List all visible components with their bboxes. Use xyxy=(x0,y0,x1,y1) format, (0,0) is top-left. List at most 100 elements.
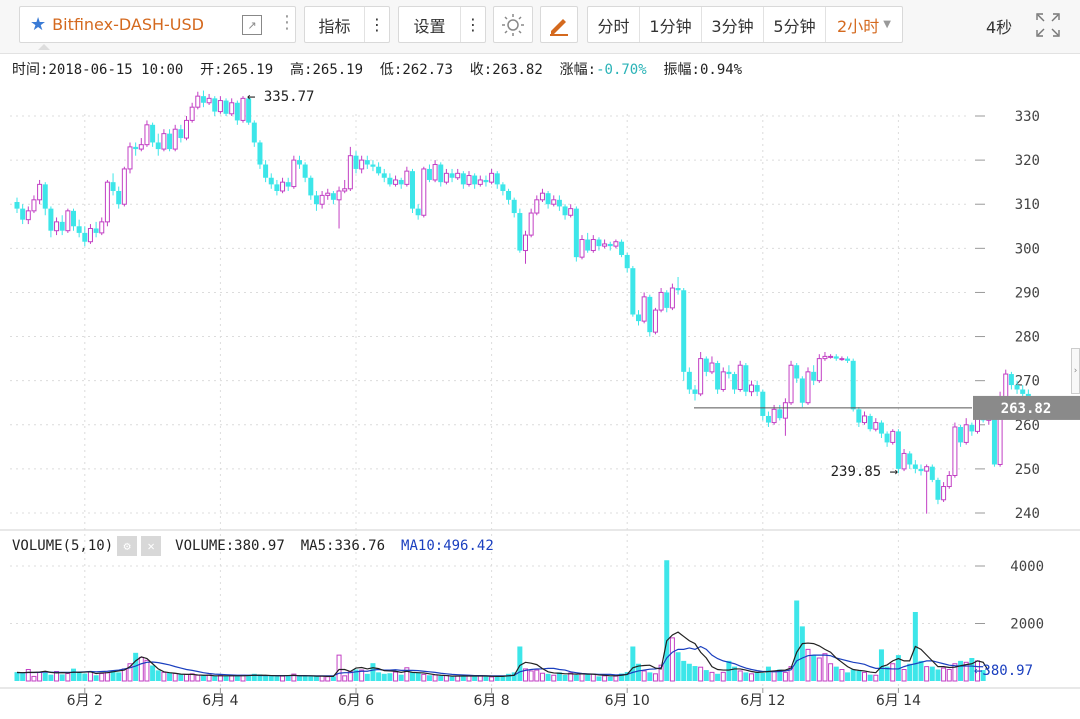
volume-bar-up xyxy=(579,673,585,682)
volume-bar-down xyxy=(483,676,489,681)
candle-body-up xyxy=(280,181,286,192)
volume-bar-down xyxy=(438,675,444,681)
draw-tool-button[interactable] xyxy=(540,6,578,43)
time-tick-label: 6月 8 xyxy=(473,693,509,709)
volume-bar-up xyxy=(822,653,828,682)
candle-body-up xyxy=(551,199,557,205)
period-tabs: 分时 1分钟 3分钟 5分钟 2小时 ▼ xyxy=(587,6,903,43)
volume-bar-up xyxy=(534,669,540,682)
candle-body-up xyxy=(229,102,235,115)
volume-bar-down xyxy=(765,666,771,681)
volume-bar-up xyxy=(393,671,399,682)
candle-body-up xyxy=(952,426,958,477)
candle-body-down xyxy=(155,142,161,150)
candle-body-down xyxy=(726,371,732,375)
theme-toggle-button[interactable] xyxy=(493,6,533,43)
candle-body-down xyxy=(912,464,918,469)
candle-body-down xyxy=(398,179,404,185)
candle-body-down xyxy=(743,365,749,392)
candle-body-down xyxy=(330,193,336,200)
expand-panel-handle[interactable]: › xyxy=(1071,348,1080,394)
candle-body-down xyxy=(48,208,54,231)
volume-bar-down xyxy=(82,673,88,681)
volume-bar-down xyxy=(313,676,319,681)
amplitude-value: 0.94% xyxy=(699,62,743,78)
candle-body-up xyxy=(782,402,788,419)
candle-body-down xyxy=(71,210,76,227)
last-price-tag xyxy=(973,395,1080,420)
volume-bar-up xyxy=(291,673,297,682)
candle-body-up xyxy=(466,175,472,185)
volume-bar-down xyxy=(387,673,393,681)
volume-bar-up xyxy=(613,675,619,682)
toolbar: ★ Bitfinex-DASH-USD ↗ ⋮ 指标 ⋮ 设置 ⋮ 分时 1 xyxy=(0,0,1080,54)
candle-body-down xyxy=(42,184,48,209)
candle-body-down xyxy=(308,177,314,196)
candle-body-down xyxy=(703,358,709,372)
candle-body-up xyxy=(184,119,189,139)
volume-bar-down xyxy=(297,676,302,681)
more-vertical-icon[interactable]: ⋮ xyxy=(278,12,296,33)
candle-body-up xyxy=(443,172,449,183)
indicators-more-icon[interactable]: ⋮ xyxy=(369,15,385,34)
candle-body-down xyxy=(715,363,721,390)
candle-body-down xyxy=(274,184,280,191)
gear-icon[interactable]: ⚙ xyxy=(117,536,138,556)
candle-body-down xyxy=(376,166,382,174)
candle-body-down xyxy=(845,358,851,361)
dropdown-caret-icon xyxy=(38,44,50,50)
indicators-button[interactable]: 指标 xyxy=(305,7,365,42)
ohlc-info-bar: 时间:2018-06-15 10:00 开:265.19 高:265.19 低:… xyxy=(12,59,742,79)
volume-bar-up xyxy=(99,673,105,682)
star-icon[interactable]: ★ xyxy=(30,14,47,35)
candle-body-down xyxy=(884,433,890,443)
candle-body-down xyxy=(20,208,26,220)
settings-more-icon[interactable]: ⋮ xyxy=(465,15,481,34)
volume-bar-up xyxy=(229,675,235,682)
tab-period-2[interactable]: 3分钟 xyxy=(702,7,764,42)
volume-bar-down xyxy=(517,646,523,681)
chart-area[interactable]: 240 250 260 270 280 290 300 310 320 330 2000 4000 6月… xyxy=(0,54,1080,719)
candle-body-up xyxy=(946,475,952,488)
volume-bar-down xyxy=(647,672,653,681)
candle-body-up xyxy=(319,194,325,205)
volume-bar-up xyxy=(325,676,331,682)
volume-bar-up xyxy=(528,670,534,682)
external-link-icon[interactable]: ↗ xyxy=(242,15,262,35)
candle-body-up xyxy=(138,144,144,150)
candle-body-down xyxy=(76,226,82,233)
tab-period-1[interactable]: 1分钟 xyxy=(640,7,702,42)
volume-bar-up xyxy=(489,676,495,682)
fullscreen-button[interactable] xyxy=(1030,9,1066,41)
candle-body-down xyxy=(596,239,602,247)
volume-bar-up xyxy=(590,673,596,682)
volume-bar-up xyxy=(104,672,110,682)
candle-body-down xyxy=(483,179,489,183)
time-label: 时间: xyxy=(12,62,49,78)
tab-period-active[interactable]: 2小时 ▼ xyxy=(826,7,902,42)
candle-body-up xyxy=(25,210,31,221)
tab-period-3[interactable]: 5分钟 xyxy=(764,7,826,42)
candle-body-down xyxy=(991,415,997,465)
candle-body-down xyxy=(681,290,687,372)
candle-body-up xyxy=(217,100,223,113)
volume-bar-up xyxy=(336,654,342,682)
close-icon[interactable]: ✕ xyxy=(141,536,162,556)
volume-bar-down xyxy=(167,672,173,681)
volume-bar-down xyxy=(918,660,924,681)
candle-body-down xyxy=(500,184,506,191)
candle-body-down xyxy=(562,206,568,216)
volume-bar-up xyxy=(946,669,952,682)
candle-body-up xyxy=(534,199,540,214)
volume-bar-down xyxy=(743,672,749,681)
candle-body-up xyxy=(65,210,71,232)
tab-period-0[interactable]: 分时 xyxy=(588,7,640,42)
volume-bar-up xyxy=(87,671,93,682)
candle-body-down xyxy=(381,173,387,178)
settings-button[interactable]: 设置 xyxy=(399,7,461,42)
high-value: 265.19 xyxy=(312,62,364,78)
candle-body-down xyxy=(263,164,269,178)
symbol-selector[interactable]: ★ Bitfinex-DASH-USD ↗ ⋮ xyxy=(19,6,296,50)
volume-bar-down xyxy=(460,675,466,681)
refresh-timer: 4秒 xyxy=(986,18,1013,37)
